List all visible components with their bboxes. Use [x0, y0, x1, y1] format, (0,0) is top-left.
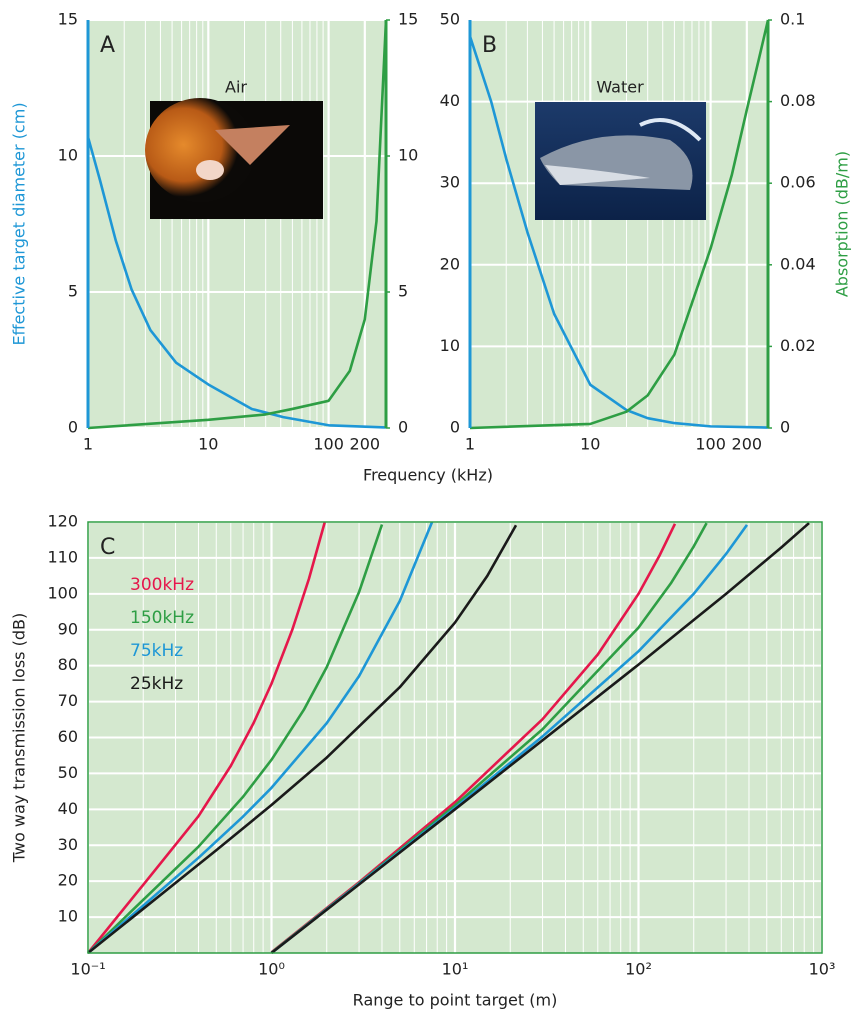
annotation: Water	[596, 78, 644, 97]
x-tick-label: 1	[465, 435, 475, 454]
legend-entry: 300kHz	[130, 575, 194, 595]
y-axis-title: Two way transmission loss (dB)	[10, 613, 29, 863]
y2-tick-label: 0.06	[780, 173, 816, 192]
y-tick-label: 0	[68, 418, 78, 437]
y2-tick-label: 0.1	[780, 10, 805, 29]
y-tick-label: 20	[440, 254, 460, 273]
series-line	[469, 19, 770, 430]
y-tick-label: 60	[58, 727, 78, 746]
panel-label: B	[482, 33, 497, 58]
y-tick-label: 10	[58, 146, 78, 165]
y-tick-label: 20	[58, 871, 78, 890]
series-line	[87, 524, 518, 955]
y2-axis-title: Absorption (dB/m)	[833, 151, 852, 297]
x-tick-label: 1	[83, 435, 93, 454]
y2-tick-label: 0.02	[780, 336, 816, 355]
y-tick-label: 10	[58, 907, 78, 926]
x-tick-label: 10⁻¹	[70, 960, 105, 979]
series-line	[87, 524, 384, 954]
x-tick-label: 10²	[625, 960, 652, 979]
y-tick-label: 15	[58, 10, 78, 29]
y-tick-label: 40	[58, 799, 78, 818]
photo-bat	[145, 98, 323, 219]
y-tick-label: 70	[58, 691, 78, 710]
x-tick-label: 100	[313, 435, 344, 454]
y2-tick-label: 0	[398, 418, 408, 437]
x-tick-label: 10¹	[442, 960, 469, 979]
x-axis-title: Frequency (kHz)	[363, 466, 493, 485]
legend-entry: 75kHz	[130, 641, 183, 661]
y-tick-label: 110	[47, 547, 78, 566]
plot-background	[88, 20, 386, 428]
x-tick-label: 10	[580, 435, 600, 454]
series-line	[86, 136, 387, 429]
photo-dolphin	[535, 102, 706, 220]
x-tick-label: 10³	[809, 960, 836, 979]
legend-entry: 150kHz	[130, 608, 194, 628]
x-tick-label: 200	[732, 435, 763, 454]
y-tick-label: 120	[47, 512, 78, 531]
series-line	[86, 522, 326, 954]
y-tick-label: 30	[58, 835, 78, 854]
y2-tick-label: 0	[780, 418, 790, 437]
y-tick-label: 90	[58, 619, 78, 638]
x-tick-label: 200	[350, 435, 381, 454]
series-line	[270, 522, 810, 955]
panel-label: C	[100, 535, 115, 560]
y-tick-label: 0	[450, 418, 460, 437]
annotation: Air	[225, 78, 247, 97]
y2-tick-label: 5	[398, 282, 408, 301]
y2-tick-label: 0.04	[780, 254, 816, 273]
legend-entry: 25kHz	[130, 674, 183, 694]
panel-label: A	[100, 33, 115, 58]
y2-tick-label: 10	[398, 146, 418, 165]
y2-tick-label: 0.08	[780, 91, 816, 110]
y-tick-label: 50	[440, 10, 460, 29]
x-axis-title: Range to point target (m)	[353, 991, 558, 1010]
y2-tick-label: 15	[398, 10, 418, 29]
plot-frame	[87, 521, 823, 954]
y-axis-title: Effective target diameter (cm)	[10, 102, 29, 345]
x-tick-label: 10	[198, 435, 218, 454]
y-tick-label: 40	[440, 91, 460, 110]
y-tick-label: 80	[58, 655, 78, 674]
y-tick-label: 100	[47, 583, 78, 602]
series-line	[87, 19, 388, 430]
y-tick-label: 10	[440, 336, 460, 355]
y-tick-label: 50	[58, 763, 78, 782]
x-tick-label: 10⁰	[258, 960, 285, 979]
series-line	[87, 521, 434, 954]
y-tick-label: 5	[68, 282, 78, 301]
x-tick-label: 100	[695, 435, 726, 454]
y-tick-label: 30	[440, 173, 460, 192]
series-line	[468, 35, 769, 429]
